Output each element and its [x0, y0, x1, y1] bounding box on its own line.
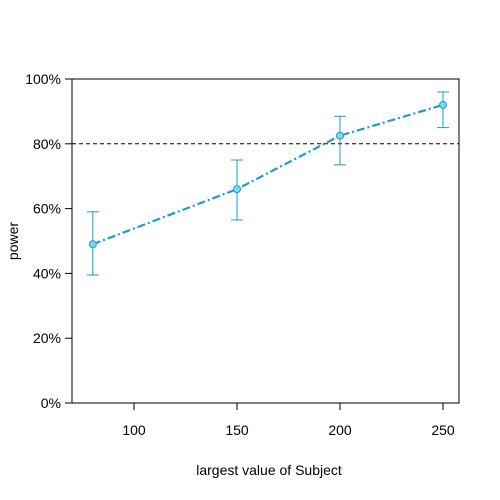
- data-point-3: [439, 100, 447, 109]
- plot-frame: [71, 78, 460, 404]
- data-point-0: [88, 240, 97, 249]
- series-line-0: [92, 103, 444, 246]
- x-tick-label-3: 250: [431, 422, 455, 438]
- y-tick-label-4: 80%: [33, 136, 61, 152]
- y-tick-label-0: 0%: [41, 395, 61, 411]
- data-point-1: [233, 185, 241, 194]
- y-tick-label-3: 60%: [33, 201, 61, 217]
- x-tick-label-0: 100: [122, 422, 146, 438]
- y-tick-label-2: 40%: [33, 265, 61, 281]
- series-layer: [86, 91, 449, 276]
- y-axis: 0% 20% 40% 60% 80% 100%: [25, 71, 73, 411]
- x-axis-title: largest value of Subject: [196, 462, 342, 478]
- y-tick-label-5: 100%: [25, 71, 61, 87]
- y-tick-label-1: 20%: [33, 330, 61, 346]
- x-axis: 100 150 200 250: [122, 402, 455, 438]
- x-tick-label-2: 200: [328, 422, 352, 438]
- data-point-2: [336, 131, 344, 140]
- x-tick-label-1: 150: [225, 422, 249, 438]
- y-axis-title: power: [5, 222, 21, 260]
